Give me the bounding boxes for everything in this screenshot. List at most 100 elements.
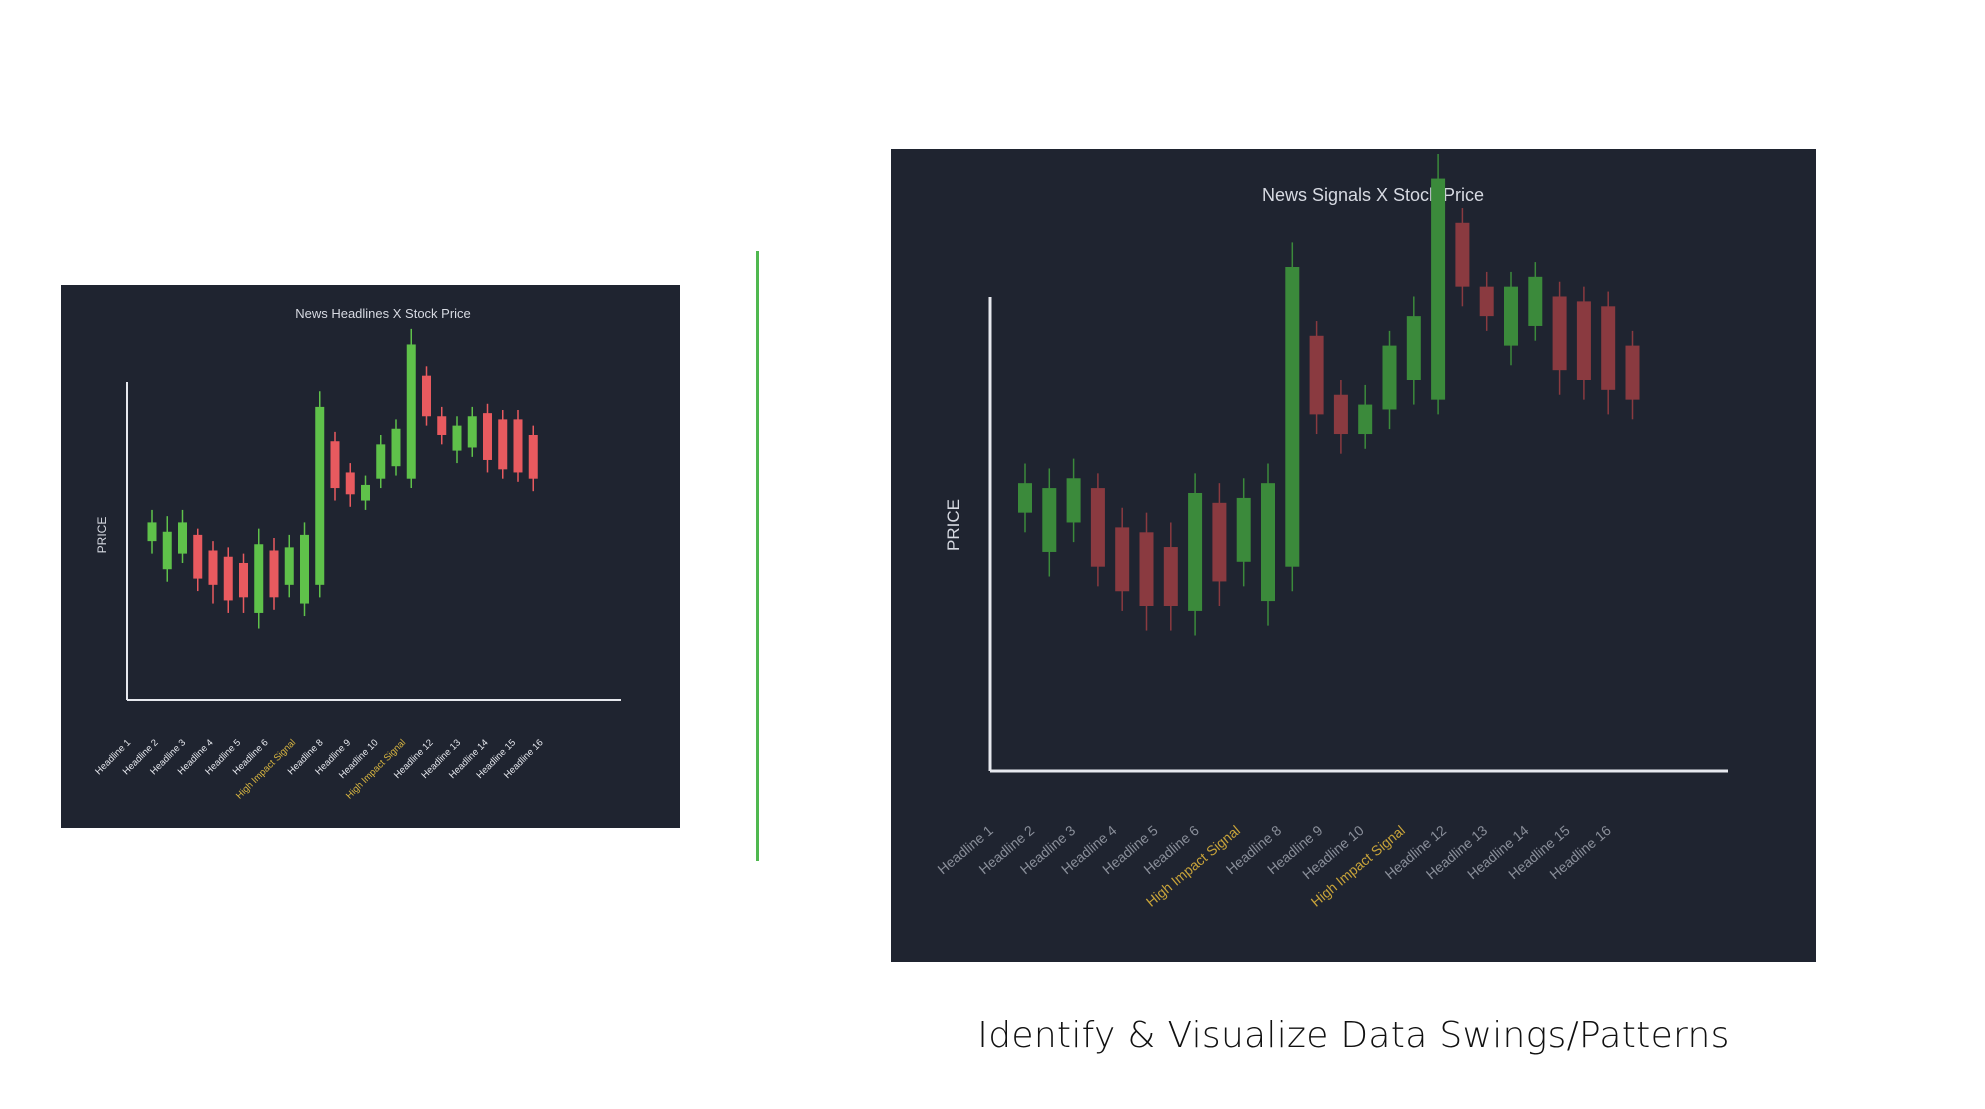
- candle-body: [193, 534, 203, 579]
- candle-body: [284, 547, 294, 585]
- candle-body: [1163, 547, 1178, 606]
- candle-body: [269, 550, 279, 598]
- candle: [284, 534, 294, 598]
- candle: [1163, 522, 1178, 631]
- candle: [1018, 463, 1032, 533]
- candle-body: [1139, 532, 1154, 606]
- chart-title: News Headlines X Stock Price: [295, 306, 471, 321]
- candle-body: [391, 428, 401, 467]
- candle-body: [1358, 404, 1373, 435]
- candle: [1139, 512, 1154, 631]
- candle: [483, 403, 492, 473]
- candle-body: [223, 556, 233, 601]
- candle: [1479, 271, 1494, 331]
- candle: [147, 509, 157, 554]
- candle-body: [1504, 286, 1518, 346]
- candle-body: [361, 484, 370, 501]
- candle: [1285, 242, 1300, 592]
- candle-body: [1455, 222, 1470, 287]
- candle-body: [452, 425, 462, 451]
- candle: [1431, 154, 1446, 415]
- candle: [1358, 384, 1373, 449]
- candle-body: [315, 406, 325, 585]
- chart-panel-right: News Signals X Stock Price PRICE Headline …: [891, 149, 1816, 962]
- candle-body: [1285, 267, 1300, 567]
- candle-body: [1576, 301, 1591, 380]
- slide-caption: Identify & Visualize Data Swings/Pattern…: [977, 1015, 1730, 1056]
- y-axis-label: PRICE: [944, 499, 963, 551]
- candle-body: [1261, 483, 1275, 602]
- candle-body: [467, 416, 477, 448]
- chart-panel-left: News Headlines X Stock Price PRICE Headlin…: [61, 285, 680, 828]
- candle: [330, 431, 340, 501]
- candle: [345, 463, 355, 507]
- candle-body: [437, 416, 447, 435]
- candle: [1576, 286, 1591, 400]
- candle-body: [483, 413, 492, 460]
- candle: [1042, 468, 1057, 577]
- candlestick-chart-left: News Headlines X Stock PricePRICEHeadlin…: [93, 306, 621, 802]
- candle: [162, 516, 172, 582]
- candle: [1261, 463, 1275, 626]
- candle-body: [1066, 478, 1081, 523]
- candle: [1504, 271, 1518, 366]
- candle: [1601, 291, 1616, 415]
- candle-body: [528, 434, 538, 479]
- candle-body: [1236, 497, 1251, 562]
- candle-body: [1528, 276, 1543, 326]
- divider-line: [756, 251, 759, 861]
- candle-body: [345, 472, 355, 495]
- candle: [1528, 262, 1543, 341]
- candle-body: [1406, 316, 1421, 380]
- candle: [1455, 208, 1470, 307]
- candle-body: [1309, 335, 1324, 415]
- candle-body: [178, 522, 187, 554]
- candle-body: [1333, 394, 1348, 435]
- candle-body: [1212, 502, 1227, 582]
- candle: [239, 553, 248, 613]
- candle-body: [376, 444, 386, 479]
- candle: [315, 391, 325, 598]
- candle: [1090, 473, 1105, 587]
- candle-body: [1382, 345, 1397, 410]
- candle: [269, 538, 279, 610]
- candle-body: [254, 544, 264, 613]
- candle-body: [1115, 527, 1130, 592]
- candle-body: [1018, 483, 1032, 513]
- candle-body: [162, 531, 172, 570]
- candle-body: [513, 419, 523, 473]
- candlestick-chart-right: News Signals X Stock PricePRICEHeadline …: [934, 154, 1728, 910]
- candle-body: [498, 419, 508, 470]
- candle: [1236, 478, 1251, 587]
- candle: [208, 541, 218, 604]
- candle: [422, 366, 431, 426]
- candle: [254, 528, 264, 629]
- candle: [223, 547, 233, 613]
- candle: [300, 522, 309, 617]
- candle-body: [330, 441, 340, 489]
- candle-body: [1625, 345, 1640, 400]
- candle-body: [239, 562, 248, 598]
- candle: [452, 416, 462, 464]
- candle: [513, 410, 523, 482]
- candle: [1309, 321, 1324, 435]
- candle: [1406, 296, 1421, 405]
- y-axis-label: PRICE: [95, 517, 109, 554]
- candle: [1066, 458, 1081, 543]
- candle: [528, 425, 538, 492]
- candle: [437, 406, 447, 445]
- candle: [1382, 330, 1397, 430]
- candle: [1188, 473, 1203, 636]
- candle-body: [1479, 286, 1494, 317]
- candle-body: [422, 375, 431, 417]
- candle-body: [147, 522, 157, 542]
- candle: [1212, 483, 1227, 606]
- candle: [361, 475, 370, 510]
- candle: [1115, 507, 1130, 611]
- candle: [1552, 281, 1567, 395]
- candle: [406, 328, 416, 489]
- candle: [1625, 330, 1640, 420]
- candle-body: [1042, 488, 1057, 552]
- chart-title: News Signals X Stock Price: [1262, 185, 1484, 205]
- candle: [1333, 380, 1348, 454]
